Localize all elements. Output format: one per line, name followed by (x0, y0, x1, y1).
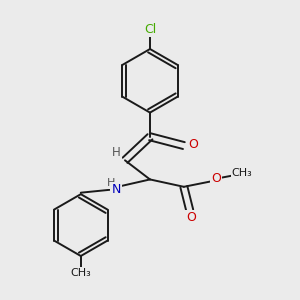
Text: O: O (211, 172, 221, 185)
Text: CH₃: CH₃ (232, 168, 252, 178)
Text: N: N (112, 183, 121, 196)
Text: CH₃: CH₃ (70, 268, 91, 278)
Text: O: O (188, 138, 198, 151)
Text: Cl: Cl (144, 23, 156, 36)
Text: H: H (112, 146, 121, 159)
Text: H: H (107, 178, 115, 188)
Text: O: O (186, 211, 196, 224)
